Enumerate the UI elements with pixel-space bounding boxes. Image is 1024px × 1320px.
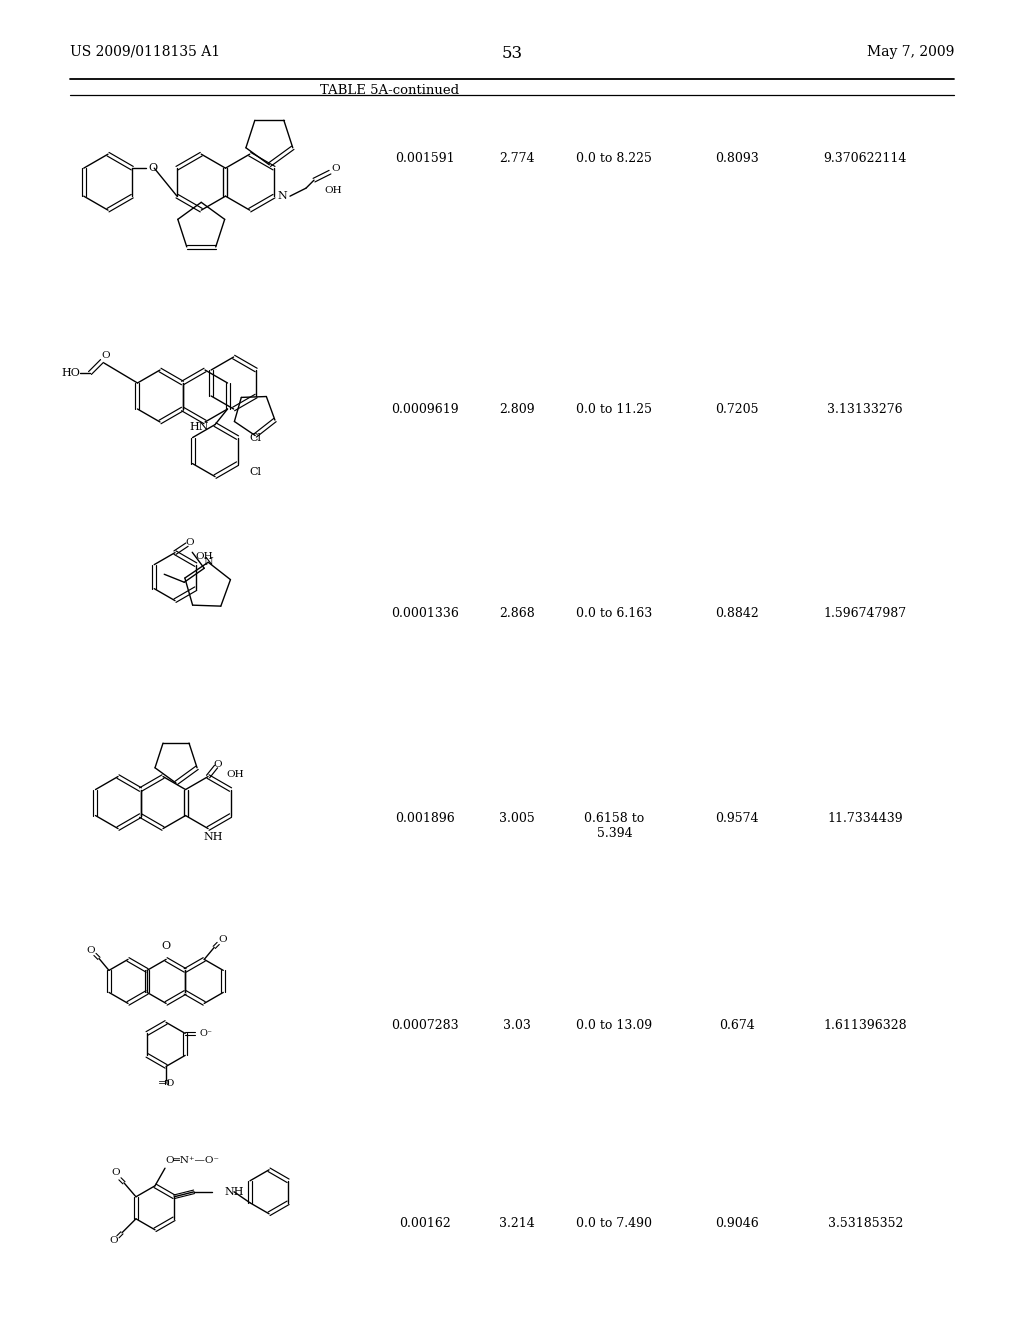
Text: 1.596747987: 1.596747987 <box>823 607 907 620</box>
Text: O: O <box>185 539 195 546</box>
Text: 0.0 to 13.09: 0.0 to 13.09 <box>577 1019 652 1032</box>
Text: O: O <box>162 941 171 952</box>
Text: OH: OH <box>195 552 213 561</box>
Text: 0.001896: 0.001896 <box>395 812 455 825</box>
Text: O: O <box>110 1237 118 1245</box>
Text: OH: OH <box>324 186 342 194</box>
Text: 0.0007283: 0.0007283 <box>391 1019 459 1032</box>
Text: 0.9574: 0.9574 <box>716 812 759 825</box>
Text: =O: =O <box>158 1080 175 1089</box>
Text: 53: 53 <box>502 45 522 62</box>
Text: NH: NH <box>224 1187 244 1197</box>
Text: 0.7205: 0.7205 <box>716 403 759 416</box>
Text: TABLE 5A-continued: TABLE 5A-continued <box>319 84 459 98</box>
Text: O: O <box>214 760 222 770</box>
Text: US 2009/0118135 A1: US 2009/0118135 A1 <box>70 45 220 59</box>
Text: O: O <box>87 946 95 954</box>
Text: 3.53185352: 3.53185352 <box>827 1217 903 1230</box>
Text: N: N <box>204 557 213 568</box>
Text: 3.214: 3.214 <box>500 1217 535 1230</box>
Text: Cl: Cl <box>250 433 261 442</box>
Text: 0.0009619: 0.0009619 <box>391 403 459 416</box>
Text: 0.8842: 0.8842 <box>716 607 759 620</box>
Text: 3.13133276: 3.13133276 <box>827 403 903 416</box>
Text: OH: OH <box>226 770 244 779</box>
Text: 1.611396328: 1.611396328 <box>823 1019 907 1032</box>
Text: 0.8093: 0.8093 <box>716 152 759 165</box>
Text: 3.005: 3.005 <box>500 812 535 825</box>
Text: 11.7334439: 11.7334439 <box>827 812 903 825</box>
Text: O: O <box>112 1168 120 1177</box>
Text: 0.6158 to
5.394: 0.6158 to 5.394 <box>585 812 644 840</box>
Text: O: O <box>101 351 111 359</box>
Text: 0.0 to 6.163: 0.0 to 6.163 <box>577 607 652 620</box>
Text: NH: NH <box>204 832 223 842</box>
Text: 0.0001336: 0.0001336 <box>391 607 459 620</box>
Text: 3.03: 3.03 <box>503 1019 531 1032</box>
Text: 0.0 to 11.25: 0.0 to 11.25 <box>577 403 652 416</box>
Text: O═N⁺—O⁻: O═N⁺—O⁻ <box>165 1156 219 1164</box>
Text: 0.0 to 7.490: 0.0 to 7.490 <box>577 1217 652 1230</box>
Text: HN: HN <box>189 422 209 432</box>
Text: O: O <box>218 935 226 944</box>
Text: 0.674: 0.674 <box>720 1019 755 1032</box>
Text: O: O <box>332 164 340 173</box>
Text: 9.370622114: 9.370622114 <box>823 152 907 165</box>
Text: May 7, 2009: May 7, 2009 <box>867 45 954 59</box>
Text: 0.9046: 0.9046 <box>716 1217 759 1230</box>
Text: 0.001591: 0.001591 <box>395 152 455 165</box>
Text: Cl: Cl <box>250 466 261 477</box>
Text: N: N <box>278 191 287 201</box>
Text: 0.0 to 8.225: 0.0 to 8.225 <box>577 152 652 165</box>
Text: 0.00162: 0.00162 <box>399 1217 451 1230</box>
Text: 2.774: 2.774 <box>500 152 535 165</box>
Text: 2.868: 2.868 <box>500 607 535 620</box>
Text: HO: HO <box>61 368 80 378</box>
Text: 2.809: 2.809 <box>500 403 535 416</box>
Text: O: O <box>148 164 158 173</box>
Text: O⁻: O⁻ <box>199 1028 212 1038</box>
